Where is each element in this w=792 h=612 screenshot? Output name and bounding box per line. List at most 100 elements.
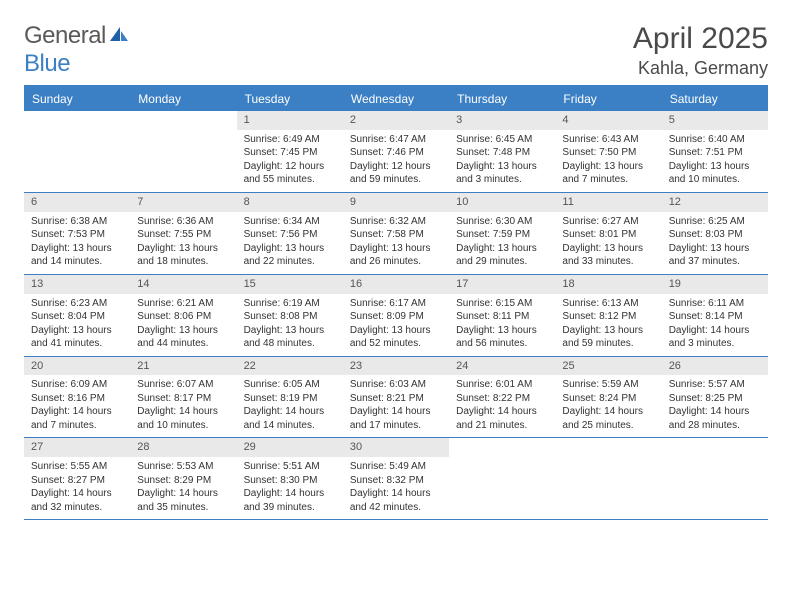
sunset-text: Sunset: 8:29 PM: [137, 474, 229, 488]
day-cell: 6Sunrise: 6:38 AMSunset: 7:53 PMDaylight…: [24, 193, 130, 274]
daylight-text: Daylight: 14 hours and 25 minutes.: [562, 405, 654, 432]
day-cell: 26Sunrise: 5:57 AMSunset: 8:25 PMDayligh…: [662, 357, 768, 438]
sunrise-text: Sunrise: 6:23 AM: [31, 297, 123, 311]
sunrise-text: Sunrise: 6:47 AM: [350, 133, 442, 147]
day-cell: 10Sunrise: 6:30 AMSunset: 7:59 PMDayligh…: [449, 193, 555, 274]
sunrise-text: Sunrise: 6:15 AM: [456, 297, 548, 311]
sunset-text: Sunset: 8:21 PM: [350, 392, 442, 406]
sunset-text: Sunset: 7:45 PM: [244, 146, 336, 160]
day-cell: 28Sunrise: 5:53 AMSunset: 8:29 PMDayligh…: [130, 438, 236, 519]
day-number: 16: [343, 275, 449, 294]
day-cell: 18Sunrise: 6:13 AMSunset: 8:12 PMDayligh…: [555, 275, 661, 356]
sunrise-text: Sunrise: 6:32 AM: [350, 215, 442, 229]
day-number: 10: [449, 193, 555, 212]
month-title: April 2025: [633, 22, 768, 56]
day-body: Sunrise: 5:53 AMSunset: 8:29 PMDaylight:…: [130, 457, 236, 519]
day-body: Sunrise: 6:32 AMSunset: 7:58 PMDaylight:…: [343, 212, 449, 274]
daylight-text: Daylight: 13 hours and 29 minutes.: [456, 242, 548, 269]
sunset-text: Sunset: 8:11 PM: [456, 310, 548, 324]
sunrise-text: Sunrise: 6:49 AM: [244, 133, 336, 147]
day-cell: 12Sunrise: 6:25 AMSunset: 8:03 PMDayligh…: [662, 193, 768, 274]
dow-cell: Tuesday: [237, 87, 343, 111]
dow-cell: Saturday: [662, 87, 768, 111]
day-body: Sunrise: 6:30 AMSunset: 7:59 PMDaylight:…: [449, 212, 555, 274]
daylight-text: Daylight: 13 hours and 10 minutes.: [669, 160, 761, 187]
day-body: Sunrise: 5:59 AMSunset: 8:24 PMDaylight:…: [555, 375, 661, 437]
sunrise-text: Sunrise: 5:49 AM: [350, 460, 442, 474]
daylight-text: Daylight: 13 hours and 7 minutes.: [562, 160, 654, 187]
day-cell: 15Sunrise: 6:19 AMSunset: 8:08 PMDayligh…: [237, 275, 343, 356]
sunset-text: Sunset: 8:06 PM: [137, 310, 229, 324]
day-body: Sunrise: 6:21 AMSunset: 8:06 PMDaylight:…: [130, 294, 236, 356]
sunrise-text: Sunrise: 6:25 AM: [669, 215, 761, 229]
daylight-text: Daylight: 13 hours and 56 minutes.: [456, 324, 548, 351]
week-row: 20Sunrise: 6:09 AMSunset: 8:16 PMDayligh…: [24, 357, 768, 439]
daylight-text: Daylight: 13 hours and 14 minutes.: [31, 242, 123, 269]
day-cell: 20Sunrise: 6:09 AMSunset: 8:16 PMDayligh…: [24, 357, 130, 438]
sunrise-text: Sunrise: 6:45 AM: [456, 133, 548, 147]
logo-text: GeneralBlue: [24, 22, 130, 78]
day-cell: 5Sunrise: 6:40 AMSunset: 7:51 PMDaylight…: [662, 111, 768, 192]
day-number: 30: [343, 438, 449, 457]
day-number: 13: [24, 275, 130, 294]
day-body: Sunrise: 6:01 AMSunset: 8:22 PMDaylight:…: [449, 375, 555, 437]
daylight-text: Daylight: 13 hours and 59 minutes.: [562, 324, 654, 351]
dow-cell: Wednesday: [343, 87, 449, 111]
daylight-text: Daylight: 14 hours and 32 minutes.: [31, 487, 123, 514]
day-number: 8: [237, 193, 343, 212]
day-number: 29: [237, 438, 343, 457]
day-number: 14: [130, 275, 236, 294]
sunset-text: Sunset: 8:27 PM: [31, 474, 123, 488]
sunset-text: Sunset: 7:58 PM: [350, 228, 442, 242]
day-cell: [662, 438, 768, 519]
day-cell: 17Sunrise: 6:15 AMSunset: 8:11 PMDayligh…: [449, 275, 555, 356]
dow-cell: Thursday: [449, 87, 555, 111]
day-body: Sunrise: 6:47 AMSunset: 7:46 PMDaylight:…: [343, 130, 449, 192]
sunset-text: Sunset: 8:24 PM: [562, 392, 654, 406]
header: GeneralBlue April 2025 Kahla, Germany: [24, 22, 768, 79]
sunset-text: Sunset: 8:01 PM: [562, 228, 654, 242]
day-number: 11: [555, 193, 661, 212]
calendar: SundayMondayTuesdayWednesdayThursdayFrid…: [24, 85, 768, 520]
sunset-text: Sunset: 8:19 PM: [244, 392, 336, 406]
day-cell: 7Sunrise: 6:36 AMSunset: 7:55 PMDaylight…: [130, 193, 236, 274]
daylight-text: Daylight: 13 hours and 48 minutes.: [244, 324, 336, 351]
day-number: 28: [130, 438, 236, 457]
sunset-text: Sunset: 7:59 PM: [456, 228, 548, 242]
sunrise-text: Sunrise: 5:53 AM: [137, 460, 229, 474]
sunset-text: Sunset: 7:56 PM: [244, 228, 336, 242]
day-number: 7: [130, 193, 236, 212]
day-cell: 22Sunrise: 6:05 AMSunset: 8:19 PMDayligh…: [237, 357, 343, 438]
day-body: Sunrise: 6:25 AMSunset: 8:03 PMDaylight:…: [662, 212, 768, 274]
sunrise-text: Sunrise: 5:55 AM: [31, 460, 123, 474]
sunset-text: Sunset: 8:32 PM: [350, 474, 442, 488]
day-cell: 13Sunrise: 6:23 AMSunset: 8:04 PMDayligh…: [24, 275, 130, 356]
sunrise-text: Sunrise: 6:27 AM: [562, 215, 654, 229]
sunrise-text: Sunrise: 6:17 AM: [350, 297, 442, 311]
daylight-text: Daylight: 14 hours and 14 minutes.: [244, 405, 336, 432]
week-row: 1Sunrise: 6:49 AMSunset: 7:45 PMDaylight…: [24, 111, 768, 193]
calendar-page: GeneralBlue April 2025 Kahla, Germany Su…: [0, 0, 792, 542]
day-number: 27: [24, 438, 130, 457]
day-cell: 24Sunrise: 6:01 AMSunset: 8:22 PMDayligh…: [449, 357, 555, 438]
day-body: Sunrise: 6:13 AMSunset: 8:12 PMDaylight:…: [555, 294, 661, 356]
day-cell: 9Sunrise: 6:32 AMSunset: 7:58 PMDaylight…: [343, 193, 449, 274]
day-number: 23: [343, 357, 449, 376]
day-number: 25: [555, 357, 661, 376]
dow-row: SundayMondayTuesdayWednesdayThursdayFrid…: [24, 87, 768, 111]
day-body: Sunrise: 6:09 AMSunset: 8:16 PMDaylight:…: [24, 375, 130, 437]
sunrise-text: Sunrise: 6:43 AM: [562, 133, 654, 147]
day-body: Sunrise: 6:05 AMSunset: 8:19 PMDaylight:…: [237, 375, 343, 437]
day-body: Sunrise: 5:49 AMSunset: 8:32 PMDaylight:…: [343, 457, 449, 519]
sunrise-text: Sunrise: 6:13 AM: [562, 297, 654, 311]
day-cell: 8Sunrise: 6:34 AMSunset: 7:56 PMDaylight…: [237, 193, 343, 274]
day-body: Sunrise: 6:07 AMSunset: 8:17 PMDaylight:…: [130, 375, 236, 437]
sunrise-text: Sunrise: 6:21 AM: [137, 297, 229, 311]
sunrise-text: Sunrise: 6:34 AM: [244, 215, 336, 229]
day-body: Sunrise: 6:11 AMSunset: 8:14 PMDaylight:…: [662, 294, 768, 356]
day-cell: 11Sunrise: 6:27 AMSunset: 8:01 PMDayligh…: [555, 193, 661, 274]
dow-cell: Monday: [130, 87, 236, 111]
daylight-text: Daylight: 13 hours and 3 minutes.: [456, 160, 548, 187]
sunset-text: Sunset: 8:03 PM: [669, 228, 761, 242]
day-cell: [130, 111, 236, 192]
